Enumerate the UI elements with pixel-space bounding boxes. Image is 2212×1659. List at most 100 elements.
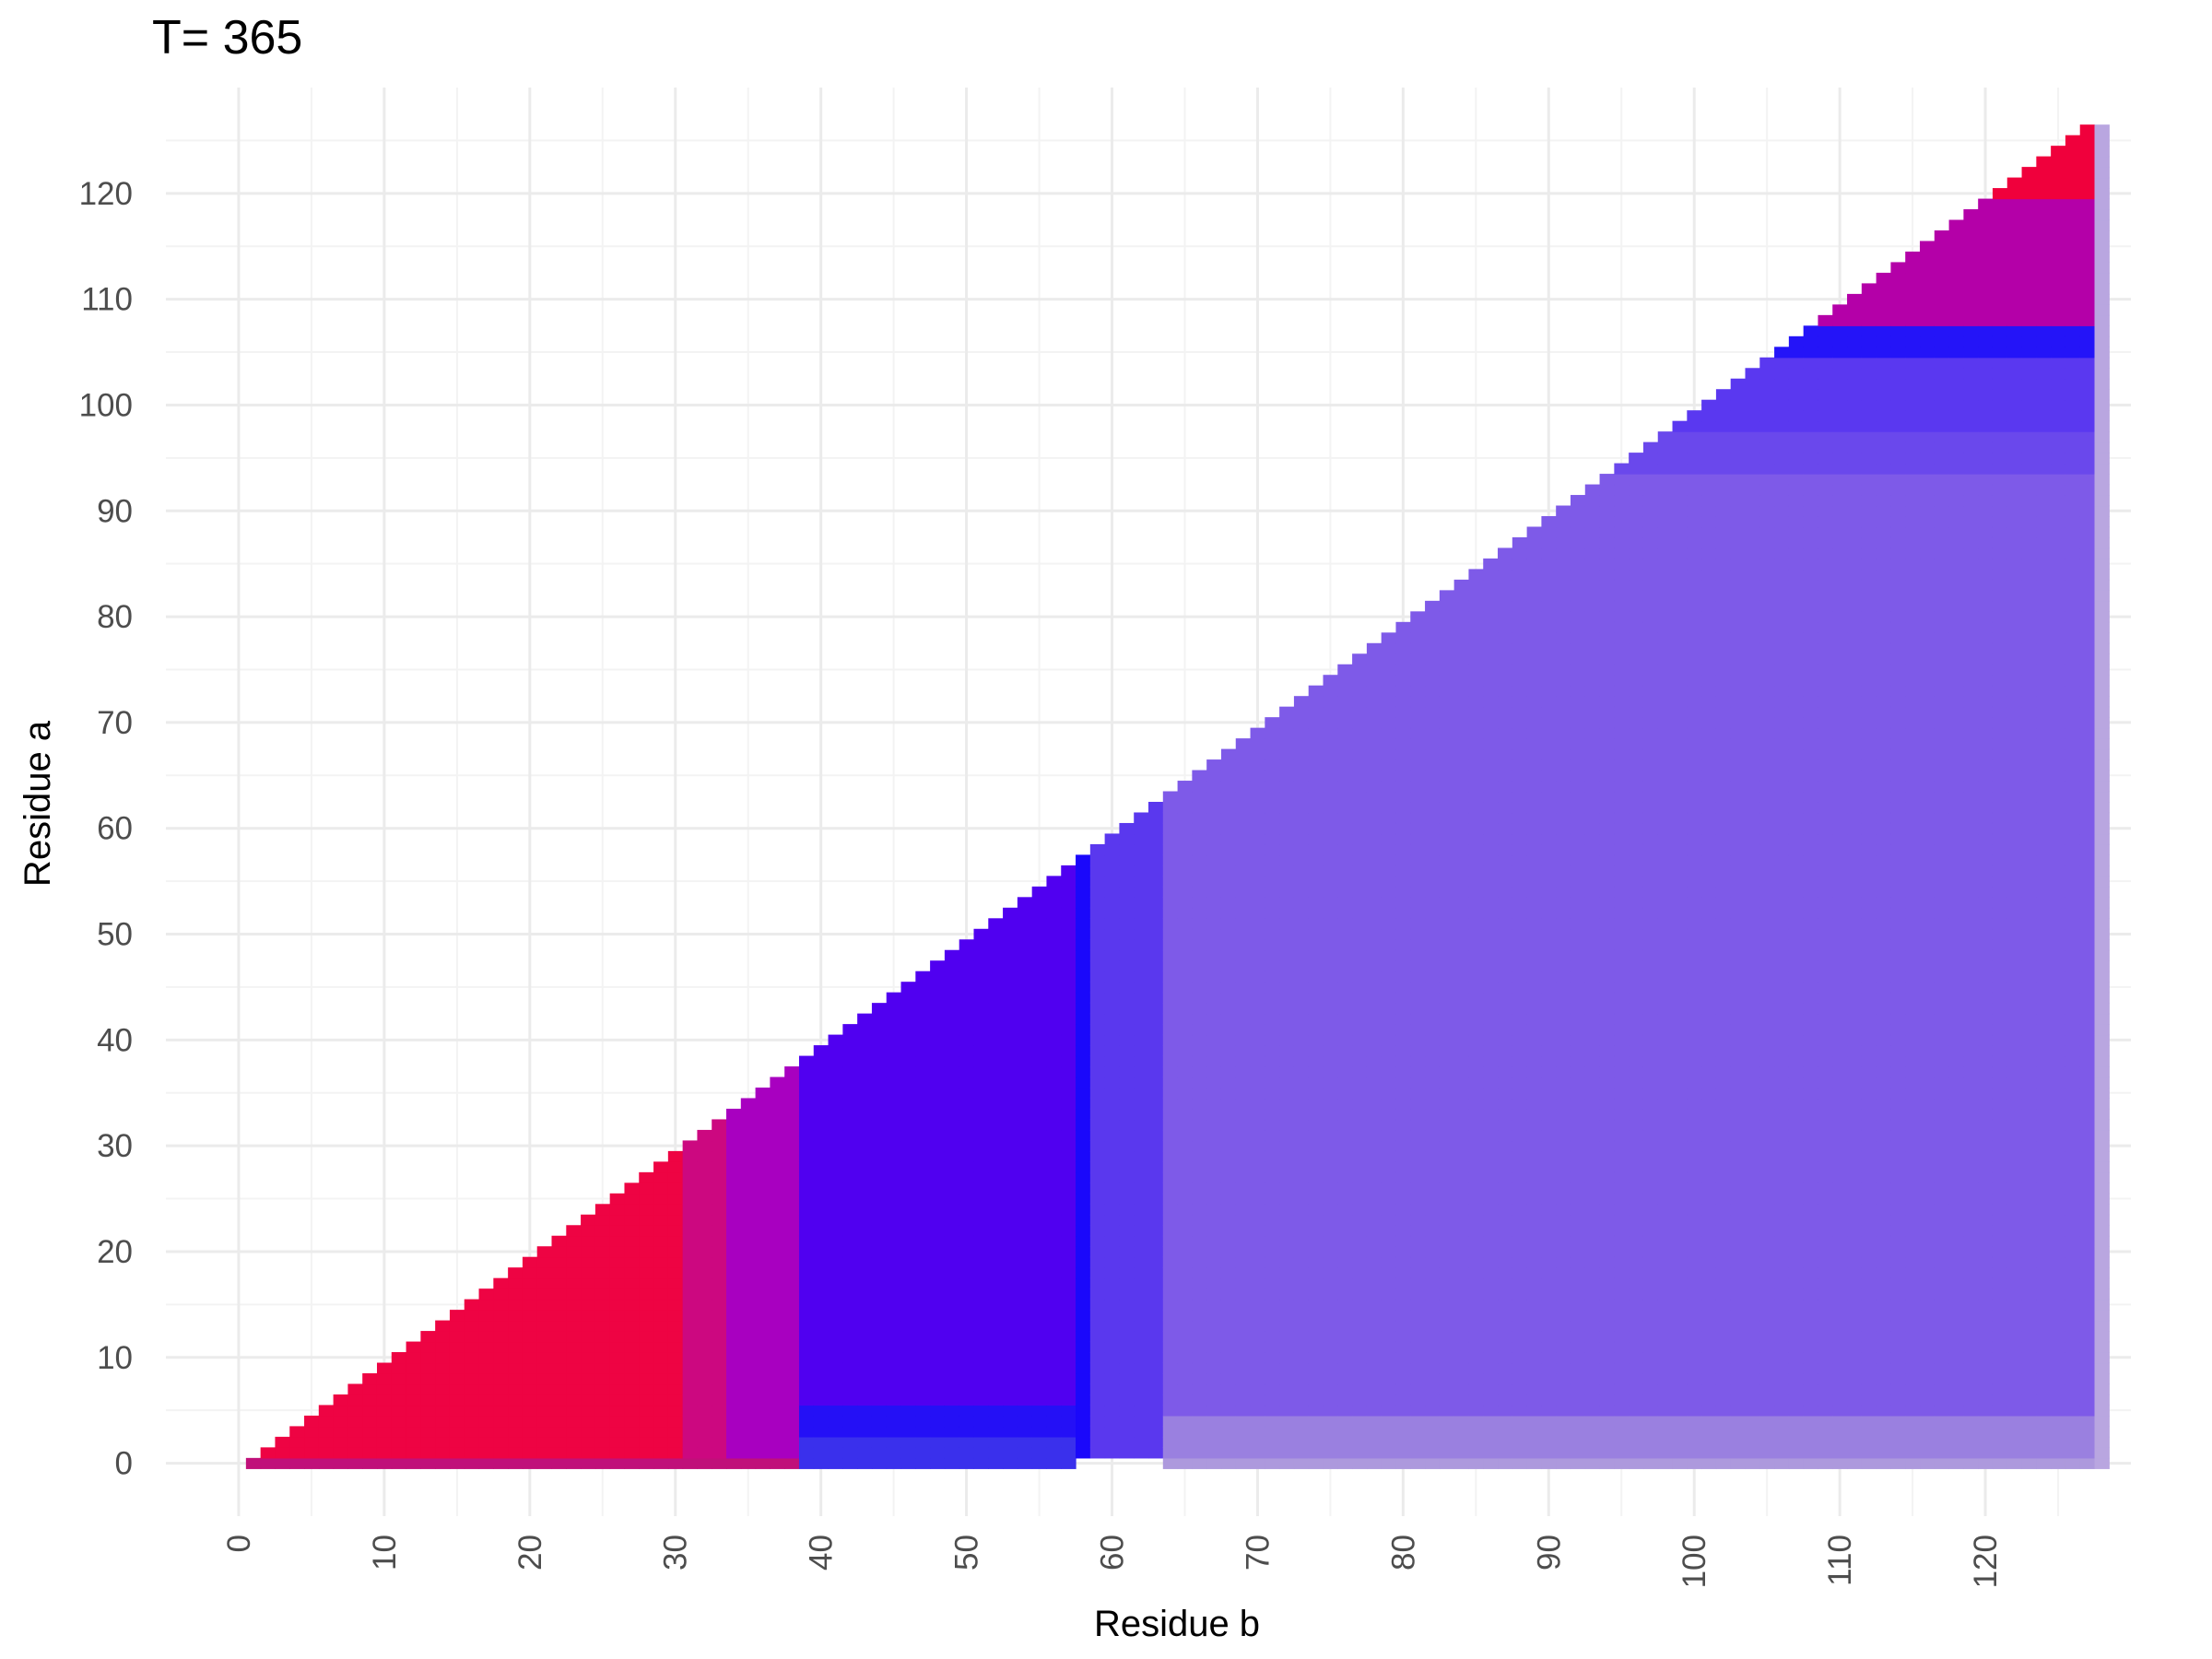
heatmap-cell bbox=[1425, 1341, 1441, 1353]
heatmap-cell bbox=[740, 1405, 757, 1417]
heatmap-cell bbox=[1453, 738, 1470, 750]
heatmap-cell bbox=[1599, 547, 1615, 559]
heatmap-cell bbox=[1584, 960, 1601, 972]
heatmap-cell bbox=[1192, 1373, 1207, 1385]
heatmap-cell bbox=[1352, 1108, 1368, 1121]
heatmap-cell bbox=[1599, 1003, 1615, 1015]
heatmap-cell bbox=[362, 1457, 378, 1469]
heatmap-cell bbox=[1148, 1045, 1164, 1057]
heatmap-cell bbox=[697, 1373, 712, 1385]
heatmap-cell bbox=[1541, 600, 1557, 612]
heatmap-cell bbox=[1337, 1277, 1353, 1289]
heatmap-cell bbox=[1614, 971, 1630, 982]
heatmap-cell bbox=[1206, 1331, 1222, 1343]
heatmap-cell bbox=[478, 1415, 494, 1428]
heatmap-cell bbox=[1177, 1034, 1193, 1046]
heatmap-cell bbox=[1395, 1277, 1411, 1289]
heatmap-cell bbox=[973, 1405, 989, 1417]
heatmap-cell bbox=[1629, 833, 1644, 845]
heatmap-cell bbox=[1162, 992, 1179, 1004]
heatmap-cell bbox=[1410, 1140, 1426, 1152]
heatmap-cell bbox=[1468, 748, 1484, 760]
heatmap-cell bbox=[1410, 812, 1426, 824]
heatmap-cell bbox=[1468, 1352, 1484, 1364]
heatmap-cell bbox=[1119, 971, 1135, 982]
heatmap-cell bbox=[1192, 1129, 1207, 1142]
heatmap-cell bbox=[682, 1235, 699, 1247]
heatmap-cell bbox=[406, 1436, 421, 1448]
heatmap-cell bbox=[857, 1129, 873, 1142]
heatmap-cell bbox=[1642, 1246, 1659, 1258]
heatmap-cell bbox=[842, 1204, 858, 1216]
heatmap-cell bbox=[1410, 1034, 1426, 1046]
heatmap-cell bbox=[1235, 1140, 1252, 1152]
heatmap-cell bbox=[1104, 1405, 1121, 1417]
heatmap-cell bbox=[886, 1098, 902, 1110]
heatmap-cell bbox=[1017, 1256, 1033, 1268]
heatmap-cell bbox=[1162, 1415, 1179, 1428]
heatmap-cell bbox=[1017, 1024, 1033, 1036]
heatmap-cell bbox=[1337, 1193, 1353, 1205]
heatmap-cell bbox=[449, 1352, 465, 1364]
heatmap-cell bbox=[1076, 1088, 1091, 1100]
heatmap-cell bbox=[1293, 802, 1310, 814]
heatmap-cell bbox=[1410, 759, 1426, 771]
heatmap-cell bbox=[1250, 1045, 1265, 1057]
heatmap-cell bbox=[712, 1277, 727, 1289]
heatmap-cell bbox=[1599, 1426, 1615, 1438]
heatmap-cell bbox=[1235, 1426, 1252, 1438]
heatmap-cell bbox=[930, 1447, 946, 1459]
heatmap-cell bbox=[886, 1119, 902, 1131]
heatmap-cell bbox=[1250, 1405, 1265, 1417]
heatmap-cell bbox=[697, 1447, 712, 1459]
heatmap-cell bbox=[1395, 1299, 1411, 1311]
heatmap-cell bbox=[1323, 1098, 1338, 1110]
heatmap-cell bbox=[1629, 474, 1644, 486]
heatmap-cell bbox=[1206, 1129, 1222, 1142]
heatmap-cell bbox=[1265, 1415, 1280, 1428]
heatmap-cell bbox=[988, 928, 1004, 940]
heatmap-cell bbox=[1366, 822, 1382, 835]
heatmap-cell bbox=[784, 1077, 800, 1088]
heatmap-cell bbox=[1468, 1225, 1484, 1237]
heatmap-cell bbox=[1162, 1003, 1179, 1015]
heatmap-cell bbox=[813, 1088, 830, 1100]
heatmap-cell bbox=[1061, 1129, 1077, 1142]
heatmap-cell bbox=[930, 1331, 946, 1343]
heatmap-cell bbox=[1483, 949, 1499, 961]
heatmap-cell bbox=[1279, 1320, 1295, 1332]
heatmap-cell bbox=[1657, 939, 1674, 951]
heatmap-cell bbox=[1089, 1088, 1106, 1100]
heatmap-cell bbox=[973, 1352, 989, 1364]
heatmap-cell bbox=[1642, 1171, 1659, 1183]
heatmap-cell bbox=[1570, 1024, 1586, 1036]
heatmap-cell bbox=[1614, 1373, 1630, 1385]
heatmap-cell bbox=[1134, 1267, 1149, 1279]
heatmap-cell bbox=[1614, 1140, 1630, 1152]
heatmap-cell bbox=[1089, 843, 1106, 856]
heatmap-cell bbox=[1119, 865, 1135, 877]
heatmap-cell bbox=[900, 1457, 916, 1469]
heatmap-cell bbox=[1672, 1267, 1688, 1279]
heatmap-cell bbox=[1468, 960, 1484, 972]
heatmap-cell bbox=[1206, 1150, 1222, 1162]
heatmap-cell bbox=[1526, 748, 1542, 760]
heatmap-cell bbox=[1526, 812, 1542, 824]
heatmap-cell bbox=[1206, 802, 1222, 814]
heatmap-cell bbox=[871, 1119, 888, 1131]
heatmap-cell bbox=[798, 1299, 815, 1311]
heatmap-cell bbox=[1177, 1267, 1193, 1279]
heatmap-cell bbox=[1425, 928, 1441, 940]
heatmap-cell bbox=[1483, 1457, 1499, 1469]
heatmap-cell bbox=[1162, 971, 1179, 982]
heatmap-cell bbox=[1599, 843, 1615, 856]
heatmap-cell bbox=[1453, 781, 1470, 793]
heatmap-cell bbox=[1672, 1161, 1688, 1173]
heatmap-cell bbox=[1192, 812, 1207, 824]
heatmap-cell bbox=[988, 1310, 1004, 1322]
heatmap-cell bbox=[1308, 1034, 1324, 1046]
heatmap-cell bbox=[1425, 1457, 1441, 1469]
heatmap-cell bbox=[1148, 1024, 1164, 1036]
heatmap-cell bbox=[1061, 1341, 1077, 1353]
heatmap-cell bbox=[1541, 1225, 1557, 1237]
